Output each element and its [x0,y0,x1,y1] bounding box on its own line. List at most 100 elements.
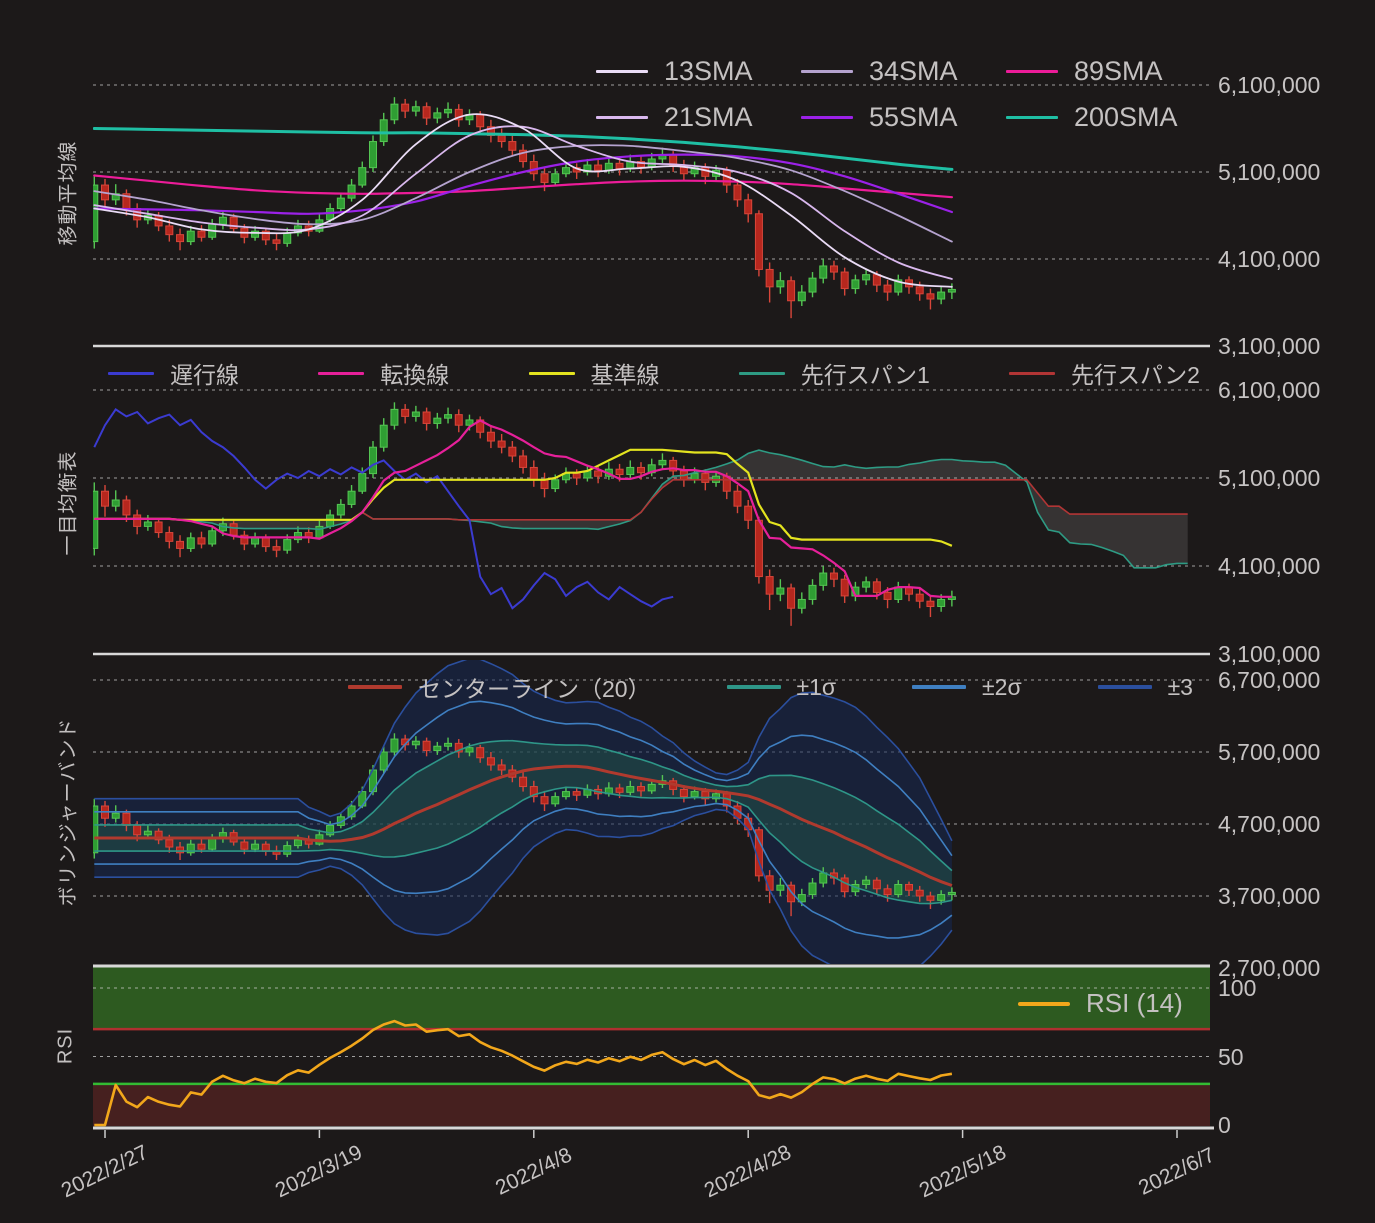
candle-down [497,440,506,448]
candle-down [540,796,549,805]
legend-item-21SMA[interactable]: 21SMA [596,102,801,133]
candle-down [197,230,206,238]
candle-up [561,791,570,798]
candle-down [176,540,185,549]
line-senkou-span2 [94,479,1188,521]
candle-up [626,786,635,793]
legend-swatch-icon [1097,685,1152,689]
candle-down [497,764,506,771]
candle-down [572,791,581,796]
candle-down [883,591,892,600]
candle-down [122,812,131,826]
candle-down [197,843,206,850]
candle-up [93,805,99,854]
legend-item-±3[interactable]: ±3 [1097,673,1193,701]
candle-up [819,572,828,586]
bollinger-upper [94,739,953,872]
candle-down [529,466,538,481]
candle-up [336,816,345,826]
candle-down [422,411,431,424]
legend-item-遅行線[interactable]: 遅行線 [108,356,239,390]
candle-down [197,537,206,545]
candle-up [143,830,152,836]
candle-up [369,446,377,475]
candle-up [937,598,946,607]
bollinger-upper [94,700,953,857]
rsi-line [94,1019,953,1127]
legend-item-RSI-(14)[interactable]: RSI (14) [1018,988,1183,1019]
candle-up [626,466,635,475]
y-axis-label: 6,700,000 [1218,667,1321,693]
candle-down [872,879,881,890]
candle-down [840,877,849,893]
line-200SMA [93,127,954,171]
legend-item-±1σ[interactable]: ±1σ [726,674,836,701]
legend-item-89SMA[interactable]: 89SMA [1006,56,1226,87]
bollinger-fill [94,660,952,964]
legend-item-センターライン（20）[interactable]: センターライン（20） [348,670,651,704]
candle-down [915,593,924,602]
legend-swatch-icon [726,685,781,689]
candle-up [433,745,442,752]
legend-moving-average: 13SMA 34SMA 89SMA 21SMA 55SMA 200SMA [596,56,1226,133]
legend-swatch-icon [108,371,154,375]
candle-up [433,112,442,119]
legend-label: 基準線 [590,362,660,388]
candle-up [862,581,871,588]
candle-up [808,882,817,896]
legend-label: ±3 [1167,673,1193,700]
candle-up [465,419,474,426]
legend-item-先行スパン1[interactable]: 先行スパン1 [738,356,930,390]
candle-up [369,141,377,169]
candle-up [347,490,356,505]
candle-down [422,106,431,119]
candle-up [797,894,806,903]
candle-down [101,490,109,507]
candle-up [411,106,420,112]
candle-up [251,537,260,545]
candle-up [111,499,120,507]
line-89SMA [93,174,953,199]
panel-moving-average [93,84,1210,319]
legend-item-±2σ[interactable]: ±2σ [912,674,1022,701]
candle-up [390,738,399,753]
candle-up [808,584,817,600]
legend-bollinger: センターライン（20） ±1σ ±2σ ±3 [348,670,1193,704]
legend-item-基準線[interactable]: 基準線 [528,356,660,390]
legend-item-34SMA[interactable]: 34SMA [801,56,1006,87]
candle-down [519,149,528,163]
candle-up [819,872,828,884]
candle-up [379,424,388,448]
candle-down [486,757,495,766]
bollinger-center [94,764,953,887]
legend-label: 13SMA [664,56,753,86]
legend-item-13SMA[interactable]: 13SMA [596,56,801,87]
candle-down [165,839,174,848]
candle-down [669,459,678,472]
line-13SMA [93,113,953,288]
y-axis-label: 50 [1218,1043,1244,1070]
candle-up [293,532,302,541]
candle-down [883,284,892,293]
candle-up [379,751,388,771]
candle-down [454,414,463,426]
candle-down [229,523,238,536]
candle-up [851,279,860,290]
candle-up [776,280,785,288]
candle-down [508,141,517,151]
legend-item-200SMA[interactable]: 200SMA [1006,102,1226,133]
candle-up [551,173,560,183]
candle-down [154,521,163,534]
legend-swatch-icon [348,685,402,689]
candle-up [797,598,806,609]
candle-down [840,578,849,597]
legend-swatch-icon [1006,116,1058,119]
rsi-overbought-zone [93,967,1210,1030]
candle-up [561,167,570,175]
legend-item-転換線[interactable]: 転換線 [318,356,449,390]
legend-item-55SMA[interactable]: 55SMA [801,102,1006,133]
candle-down [787,884,796,903]
legend-item-先行スパン2[interactable]: 先行スパン2 [1009,356,1200,390]
candle-down [872,581,881,593]
